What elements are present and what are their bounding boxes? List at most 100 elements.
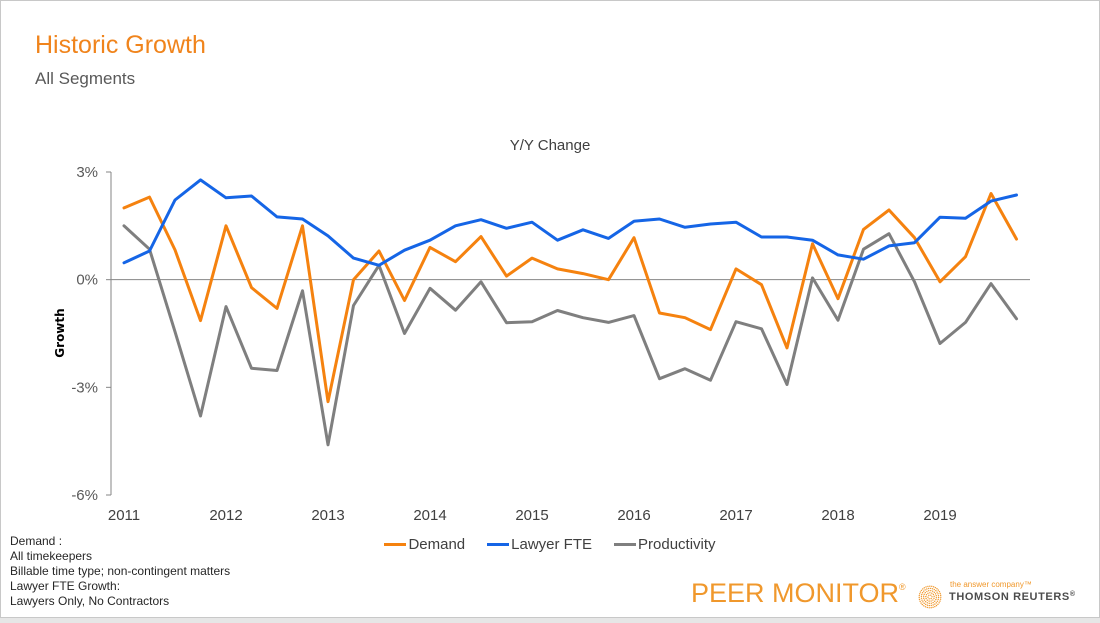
- logo-dot: [934, 605, 936, 608]
- logo-dot: [925, 597, 927, 600]
- logo-dot: [920, 597, 923, 599]
- logo-dot: [928, 602, 930, 605]
- logo-dot: [933, 597, 935, 600]
- chart-title-wrap: Y/Y Change: [0, 137, 1100, 154]
- bottom-strip: [0, 618, 1100, 623]
- x-tick-label: 2012: [209, 507, 242, 524]
- logo-dot: [919, 600, 921, 603]
- axes: 3% 0% -3% -6% 2011 2012 2013 2014 2015 2016 2017 20…: [71, 164, 1030, 524]
- logo-dot: [937, 596, 940, 599]
- logo-dot: [928, 594, 930, 597]
- page-title: Historic Growth: [35, 31, 206, 59]
- logo-dot: [918, 595, 920, 597]
- chart-title: Y/Y Change: [509, 137, 591, 154]
- peer-monitor-logo: PEER MONITOR®: [691, 578, 906, 609]
- logo-dot: [923, 599, 926, 601]
- logo-dot: [920, 595, 923, 598]
- logo-dot: [932, 599, 934, 601]
- logo-dot: [924, 601, 927, 603]
- logo-dot: [929, 592, 931, 594]
- tagline: the answer company™: [950, 580, 1032, 589]
- logo-dot: [926, 602, 929, 604]
- logo-dot: [935, 595, 937, 597]
- logo-dot: [930, 604, 932, 607]
- legend-swatch-productivity: [614, 543, 637, 546]
- footnote-line: Lawyer FTE Growth:: [10, 579, 121, 593]
- legend-item-productivity: Productivity: [614, 536, 716, 553]
- page-subtitle: All Segments: [35, 69, 136, 88]
- logo-dot: [930, 589, 932, 592]
- y-tick-label: -6%: [71, 487, 98, 504]
- logo-dot: [935, 604, 938, 607]
- logo-dot: [939, 598, 942, 600]
- logo-dot: [926, 590, 928, 593]
- logo-dot: [934, 593, 937, 595]
- logo-dot: [930, 600, 932, 602]
- legend-label-demand: Demand: [408, 536, 466, 553]
- logo-dot: [928, 587, 930, 590]
- logo-dot: [939, 600, 941, 602]
- thomson-reuters-wordmark: THOMSON REUTERS®: [949, 591, 1076, 603]
- logo-dot: [929, 587, 932, 590]
- logo-dot: [923, 587, 926, 589]
- logo-dot: [935, 597, 938, 599]
- logo-dot: [928, 590, 930, 592]
- logo-dot: [940, 596, 942, 599]
- logo-dot: [930, 607, 932, 609]
- logo-dot: [918, 598, 921, 601]
- logo-dot: [937, 589, 940, 591]
- logo-dot: [930, 602, 932, 604]
- logo-dot: [919, 591, 922, 593]
- logo-dot: [932, 586, 935, 588]
- logo-dot: [933, 588, 935, 591]
- logo-dot: [939, 592, 941, 595]
- logo-dot: [932, 601, 934, 604]
- logo-dot: [922, 601, 924, 603]
- footnote-line: Demand :: [10, 534, 63, 548]
- logo-dot: [924, 606, 927, 608]
- logo-dot: [922, 590, 925, 592]
- legend-swatch-demand: [384, 543, 407, 546]
- logo-dot: [933, 595, 935, 598]
- logo-dot: [920, 602, 922, 604]
- logo-dot: [931, 588, 934, 590]
- logo-dot: [922, 588, 924, 590]
- logo-dot: [934, 600, 936, 603]
- footnote-line: All timekeepers: [10, 549, 93, 563]
- series-group: [122, 178, 1018, 447]
- logo-dot: [928, 604, 931, 607]
- legend-label-lawyer-fte: Lawyer FTE: [511, 536, 593, 553]
- x-tick-label: 2018: [821, 507, 854, 524]
- logo-dot: [924, 591, 926, 594]
- logo-dot: [932, 593, 935, 596]
- logo-dot: [918, 593, 921, 595]
- y-tick-label: 3%: [76, 164, 98, 181]
- logo-dot: [926, 599, 929, 601]
- logo-dot: [925, 586, 927, 588]
- logo-dot: [923, 602, 925, 605]
- logo-dot: [923, 597, 925, 599]
- logo-dot: [921, 592, 924, 594]
- logo-dot: [937, 595, 940, 597]
- logo-dot: [924, 589, 926, 591]
- logo-dot: [938, 591, 941, 593]
- logo-dot: [936, 600, 939, 602]
- x-tick-label: 2016: [617, 507, 650, 524]
- legend-item-demand: Demand: [384, 536, 465, 553]
- logo-dot: [933, 591, 936, 593]
- logo-dot: [925, 603, 927, 606]
- peer-monitor-text: PEER MONITOR: [691, 578, 900, 608]
- footnote-line: Lawyers Only, No Contractors: [10, 594, 170, 608]
- logo-dot: [931, 592, 933, 594]
- logo-dot: [935, 598, 937, 601]
- logo-dot: [935, 602, 938, 604]
- logo-dot: [937, 603, 939, 606]
- logo-dot: [926, 588, 928, 590]
- logo-dot: [932, 606, 934, 609]
- logo-dot: [920, 589, 923, 592]
- logo-dot: [923, 605, 925, 607]
- company-registered-mark: ®: [1069, 591, 1076, 598]
- legend-label-productivity: Productivity: [638, 536, 716, 553]
- x-tick-label: 2019: [923, 507, 956, 524]
